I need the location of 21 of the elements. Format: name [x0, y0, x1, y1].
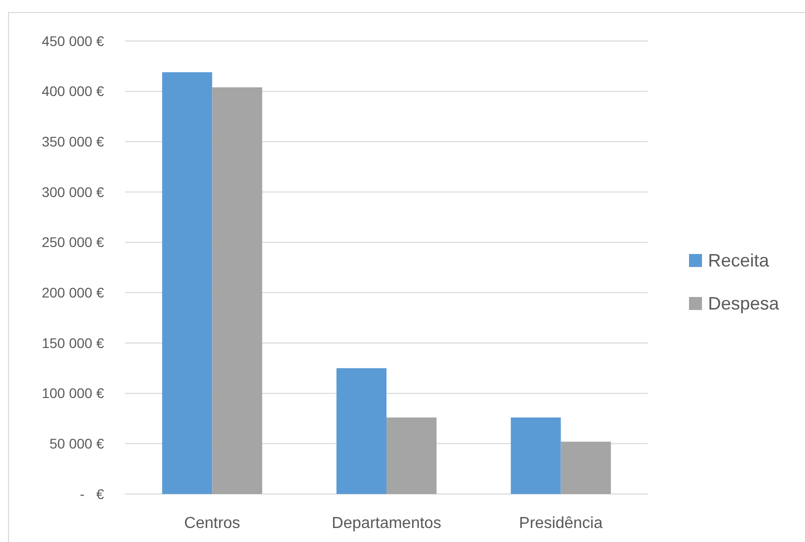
x-tick-label: Departamentos — [332, 515, 442, 532]
bar — [560, 442, 611, 494]
bar — [212, 87, 262, 494]
y-tick-label: 250 000 € — [42, 234, 104, 250]
y-tick-label: 450 000 € — [42, 32, 104, 49]
y-tick-label: 400 000 € — [42, 83, 104, 100]
y-tick-label: 300 000 € — [42, 184, 104, 200]
legend-label: Receita — [708, 250, 770, 270]
y-tick-label: 150 000 € — [42, 334, 104, 351]
y-tick-label: - € — [80, 486, 104, 502]
x-tick-label: Presidência — [519, 515, 603, 532]
y-tick-label: 50 000 € — [50, 436, 104, 452]
y-tick-label: 200 000 € — [42, 284, 104, 301]
y-tick-label: 100 000 € — [42, 385, 104, 402]
x-tick-label: Centros — [184, 515, 240, 532]
legend-label: Despesa — [708, 293, 780, 314]
bar — [510, 417, 561, 494]
bar — [386, 417, 437, 494]
y-tick-label: 350 000 € — [42, 134, 104, 150]
bar — [336, 368, 386, 494]
bar — [162, 72, 212, 494]
